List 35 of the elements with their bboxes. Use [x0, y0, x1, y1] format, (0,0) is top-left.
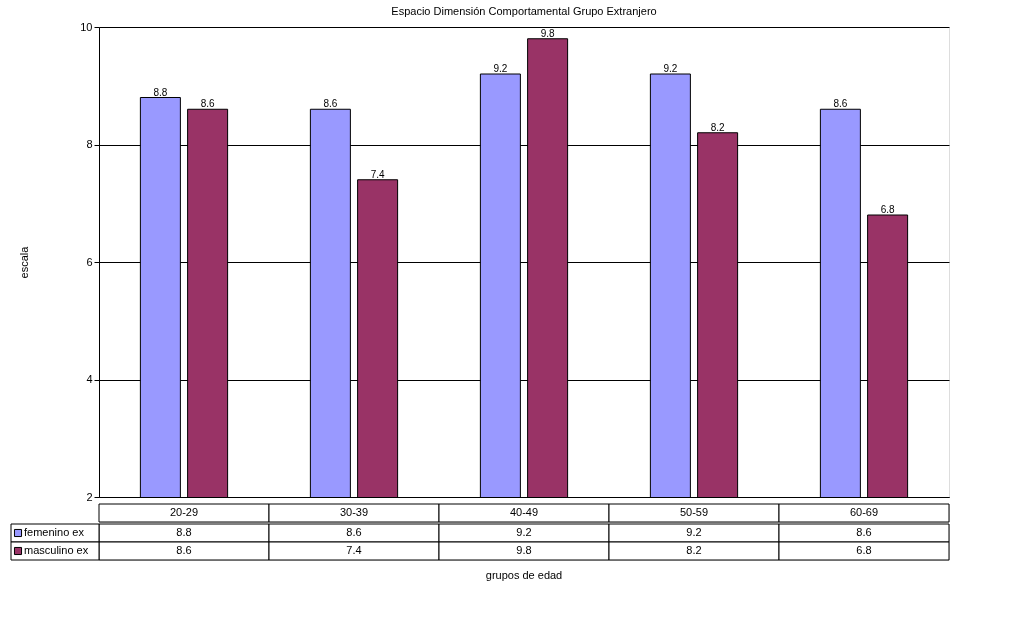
x-tick-label: 60-69	[849, 506, 879, 518]
data-label: 6.8	[856, 544, 872, 556]
y-tick-label: 2	[86, 490, 93, 503]
y-tick-label: 6	[86, 255, 93, 268]
x-tick-label: 30-39	[339, 506, 369, 518]
chart-title: Espacio Dimensión Comportamental Grupo Extranjero	[391, 5, 657, 17]
annotation: 6.8	[880, 204, 895, 215]
y-axis-title: escala	[18, 245, 31, 279]
annotation: 9.2	[663, 63, 678, 74]
x-axis-title: grupos de edad	[485, 569, 563, 581]
x-tick-label: 20-29	[169, 506, 199, 518]
data-label: 8.6	[856, 526, 872, 538]
annotation: 7.4	[370, 168, 385, 180]
x-tick-label: 50-59	[679, 506, 709, 518]
y-tick-label: 4	[86, 373, 93, 385]
legend-label: femenino ex	[24, 526, 85, 538]
data-label: 9.8	[516, 544, 532, 556]
data-label: 8.2	[686, 544, 702, 556]
data-label: 8.6	[346, 526, 362, 538]
annotation: 8.8	[153, 86, 168, 98]
data-label: 7.4	[346, 544, 362, 556]
annotation: 8.6	[200, 98, 215, 110]
annotation: 9.8	[540, 27, 555, 39]
annotation: 8.6	[833, 98, 848, 110]
annotation: 9.2	[493, 63, 508, 74]
data-label: 9.2	[686, 526, 702, 538]
data-label: 8.8	[176, 526, 192, 538]
y-tick-label: 10	[80, 20, 93, 33]
annotation: 8.6	[323, 98, 338, 110]
legend-label: masculino ex	[24, 544, 89, 556]
annotation: 8.2	[710, 121, 725, 133]
y-tick-label: 8	[86, 138, 93, 150]
x-tick-label: 40-49	[509, 506, 539, 518]
data-label: 9.2	[516, 526, 532, 538]
data-label: 8.6	[176, 544, 192, 556]
